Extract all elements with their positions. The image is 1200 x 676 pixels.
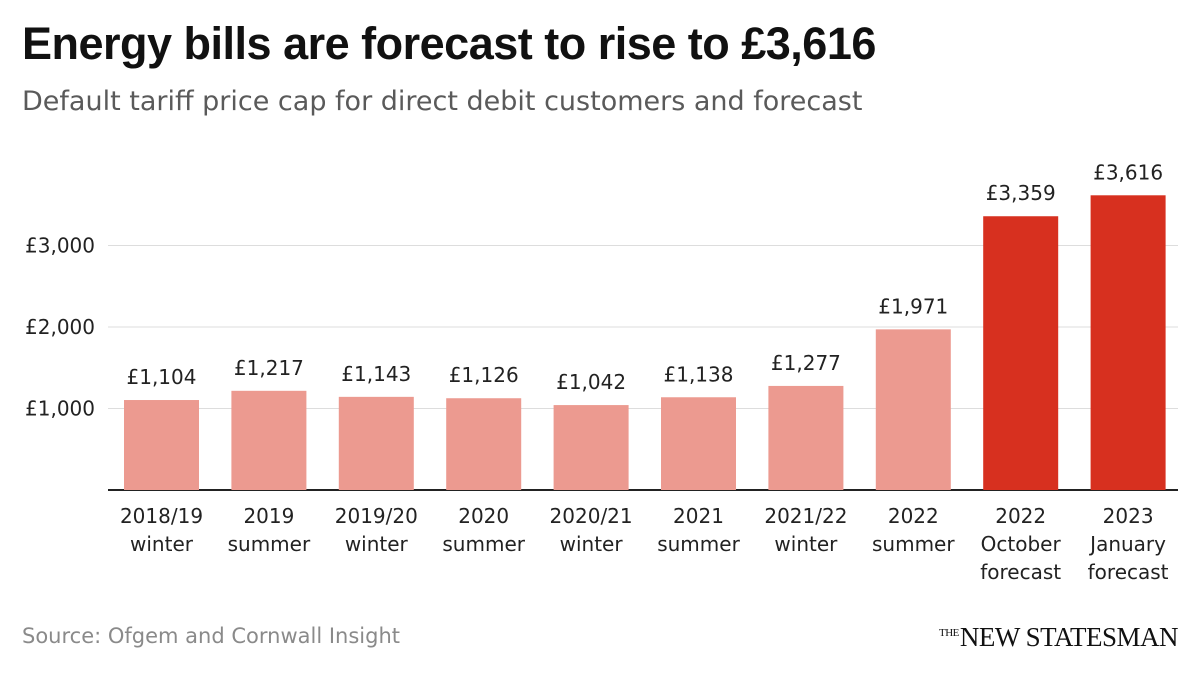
value-label: £1,042 — [556, 370, 626, 394]
bar — [661, 397, 736, 490]
y-tick-label: £2,000 — [25, 315, 95, 339]
value-label: £1,143 — [341, 362, 411, 386]
x-tick-label: 2021 summer — [657, 504, 740, 556]
x-tick-label: 2021/22 winter — [764, 504, 847, 556]
value-label: £1,277 — [771, 351, 841, 375]
chart-subtitle: Default tariff price cap for direct debi… — [22, 86, 863, 117]
x-tick-label: 2022 October forecast — [980, 504, 1061, 584]
bar — [231, 390, 307, 490]
bar — [553, 405, 629, 490]
bar — [124, 400, 199, 490]
x-tick-label: 2019/20 winter — [335, 504, 418, 556]
publisher-logo: THENEW STATESMAN — [939, 622, 1179, 653]
chart-title: Energy bills are forecast to rise to £3,… — [22, 18, 876, 69]
logo-name: NEW STATESMAN — [959, 622, 1179, 652]
bar — [446, 398, 522, 490]
y-tick-label: £3,000 — [25, 234, 95, 258]
x-tick-label: 2020 summer — [442, 504, 525, 556]
value-label: £1,138 — [664, 362, 734, 386]
value-label: £1,104 — [127, 365, 197, 389]
bar — [983, 216, 1059, 490]
x-tick-label: 2018/19 winter — [120, 504, 203, 556]
y-tick-label: £1,000 — [25, 397, 95, 421]
x-tick-label: 2020/21 winter — [550, 504, 633, 556]
source-note: Source: Ofgem and Cornwall Insight — [22, 624, 400, 648]
value-label: £3,616 — [1093, 160, 1163, 184]
x-tick-label: 2019 summer — [228, 504, 311, 556]
value-label: £3,359 — [986, 181, 1056, 205]
bar — [1090, 195, 1166, 490]
value-label: £1,217 — [234, 356, 304, 380]
value-label: £1,971 — [878, 294, 948, 318]
x-tick-label: 2022 summer — [872, 504, 955, 556]
x-tick-label: 2023 January forecast — [1088, 504, 1169, 584]
bar — [875, 329, 951, 490]
bar — [768, 385, 844, 490]
bars — [124, 195, 1166, 490]
labels: £1,000 £2,000 £3,000 £1,104 2018/19 winter £1,… — [25, 160, 1169, 584]
logo-prefix: THE — [939, 627, 959, 639]
bar — [338, 396, 414, 490]
value-label: £1,126 — [449, 363, 519, 387]
